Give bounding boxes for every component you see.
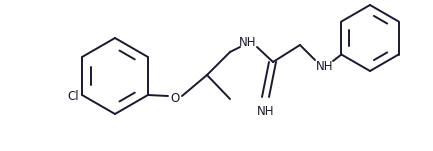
Text: NH: NH: [316, 61, 334, 74]
Text: O: O: [170, 93, 180, 106]
Text: NH: NH: [257, 105, 275, 118]
Text: Cl: Cl: [68, 90, 79, 103]
Text: NH: NH: [239, 35, 257, 48]
